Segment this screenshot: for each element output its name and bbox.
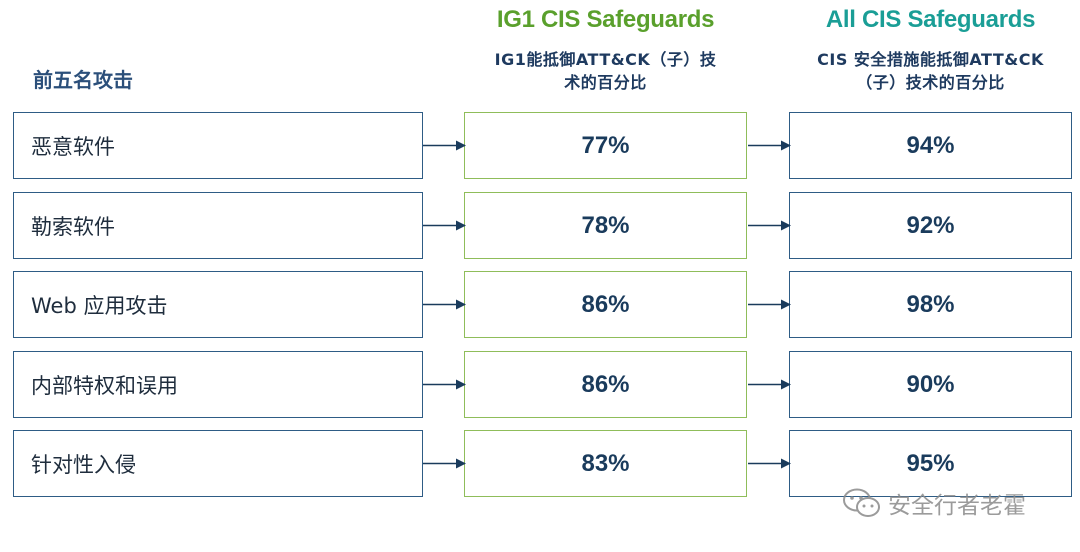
all-percentage-box: 95%: [789, 430, 1072, 497]
all-percentage-box: 92%: [789, 192, 1072, 259]
attack-label: 恶意软件: [31, 134, 115, 159]
all-column-subtitle: CIS 安全措施能抵御ATT&CK （子）技术的百分比: [781, 48, 1080, 94]
ig1-percentage: 77%: [581, 131, 630, 159]
all-percentage: 94%: [906, 131, 955, 159]
ig1-column-subtitle: IG1能抵御ATT&CK（子）技 术的百分比: [452, 48, 759, 94]
wechat-icon: [843, 488, 880, 517]
all-percentage-box: 94%: [789, 112, 1072, 179]
top-five-attacks-heading: 前五名攻击: [33, 68, 133, 92]
ig1-subtitle-line1: IG1能抵御ATT&CK（子）技: [494, 50, 717, 69]
all-column-title: All CIS Safeguards: [825, 6, 1036, 33]
all-subtitle-line2: （子）技术的百分比: [856, 73, 1005, 92]
all-percentage-box: 90%: [789, 351, 1072, 418]
all-percentage: 98%: [906, 290, 955, 318]
attack-row-box: 内部特权和误用: [13, 351, 423, 418]
ig1-percentage-box: 77%: [464, 112, 747, 179]
watermark-text: 安全行者老霍: [888, 493, 1026, 519]
ig1-percentage: 86%: [581, 370, 630, 398]
attack-row-box: 恶意软件: [13, 112, 423, 179]
ig1-percentage-box: 78%: [464, 192, 747, 259]
attack-row-box: 勒索软件: [13, 192, 423, 259]
ig1-subtitle-line2: 术的百分比: [564, 73, 647, 92]
watermark: 安全行者老霍: [842, 486, 1026, 520]
ig1-percentage-box: 86%: [464, 271, 747, 338]
attack-row-box: Web 应用攻击: [13, 271, 423, 338]
all-percentage: 90%: [906, 370, 955, 398]
ig1-percentage-box: 86%: [464, 351, 747, 418]
all-percentage: 92%: [906, 211, 955, 239]
ig1-percentage: 83%: [581, 449, 630, 477]
attack-row-box: 针对性入侵: [13, 430, 423, 497]
attack-label: 针对性入侵: [31, 452, 136, 477]
ig1-percentage: 78%: [581, 211, 630, 239]
all-percentage: 95%: [906, 449, 955, 477]
attack-label: 勒索软件: [31, 214, 115, 239]
ig1-column-title: IG1 CIS Safeguards: [496, 6, 715, 33]
all-subtitle-line1: CIS 安全措施能抵御ATT&CK: [817, 50, 1044, 69]
attack-label: Web 应用攻击: [31, 293, 168, 318]
ig1-percentage-box: 83%: [464, 430, 747, 497]
attack-label: 内部特权和误用: [31, 373, 178, 398]
ig1-percentage: 86%: [581, 290, 630, 318]
all-percentage-box: 98%: [789, 271, 1072, 338]
